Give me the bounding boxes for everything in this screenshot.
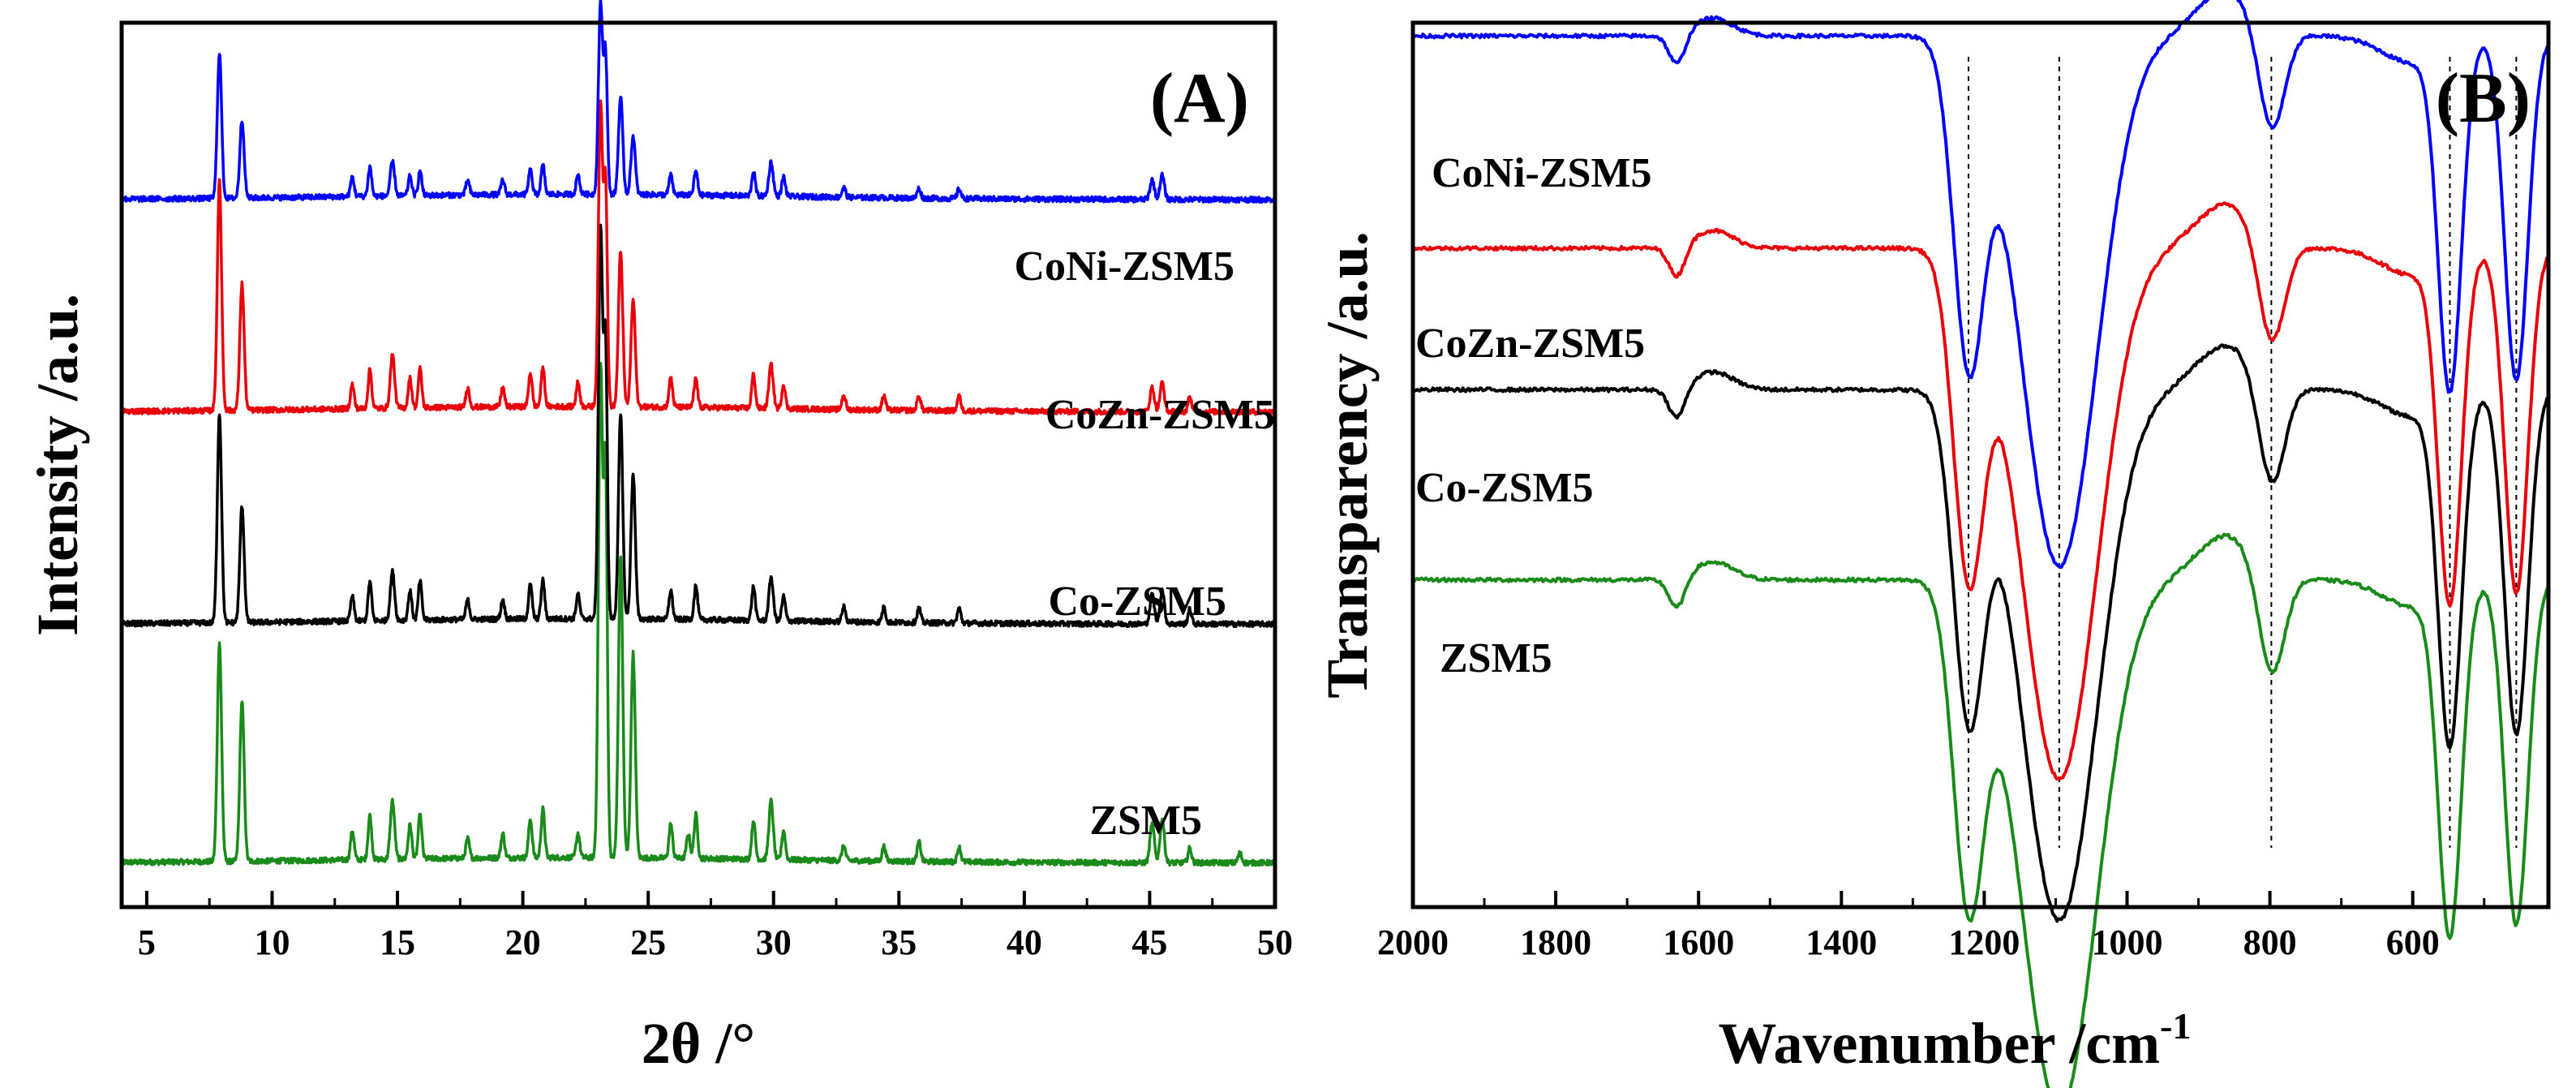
panel-b-x-axis-title-text: Wavenumber /cm — [1719, 1011, 2161, 1076]
x-tick-label: 600 — [2386, 922, 2440, 962]
panel-b-traces — [1411, 0, 2550, 1088]
panel-a-frame — [119, 20, 1277, 910]
series-label-co-zsm5-a: Co-ZSM5 — [1048, 578, 1226, 625]
x-tick-label: 30 — [756, 922, 792, 962]
xrd-trace-coni-zsm5 — [120, 0, 1276, 204]
panel-b-x-ticks: 2000 1800 1600 1400 1200 1000 800 600 — [1377, 891, 2486, 962]
series-label-zsm5-b: ZSM5 — [1440, 635, 1552, 682]
panel-b-label: (B) — [2436, 59, 2531, 138]
xrd-trace-cozn-zsm5 — [120, 99, 1277, 416]
panel-a-xrd: 5 10 15 20 25 30 35 40 45 50 (A) Intensity /a.u. … — [25, 0, 1293, 1076]
panel-b-x-axis-title: Wavenumber /cm-1 — [1719, 1005, 2192, 1076]
x-tick-label: 50 — [1257, 922, 1293, 962]
ftir-trace-cozn-zsm5 — [1411, 201, 2550, 781]
x-tick-label: 800 — [2243, 922, 2297, 962]
x-tick-label: 35 — [881, 922, 917, 962]
xrd-trace-zsm5 — [120, 362, 1276, 867]
x-tick-label: 45 — [1131, 922, 1167, 962]
x-tick-label: 2000 — [1377, 922, 1449, 962]
x-tick-label: 1400 — [1805, 922, 1877, 962]
panel-b-frame — [1410, 20, 2551, 910]
panel-a-x-ticks: 5 10 15 20 25 30 35 40 45 50 — [138, 891, 1293, 962]
ftir-trace-co-zsm5 — [1411, 343, 2549, 923]
x-tick-label: 5 — [138, 922, 156, 962]
x-tick-label: 1800 — [1520, 922, 1591, 962]
series-label-co-zsm5-b: Co-ZSM5 — [1415, 465, 1594, 511]
panel-a-label: (A) — [1150, 59, 1249, 138]
x-tick-label: 1000 — [2092, 922, 2163, 962]
x-tick-label: 15 — [380, 922, 415, 962]
x-tick-label: 40 — [1007, 922, 1042, 962]
panel-a-x-axis-title: 2θ /° — [642, 1011, 755, 1076]
series-label-cozn-zsm5-b: CoZn-ZSM5 — [1415, 320, 1645, 367]
x-tick-label: 1600 — [1663, 922, 1734, 962]
xrd-trace-co-zsm5 — [120, 223, 1277, 629]
series-label-coni-zsm5-a: CoNi-ZSM5 — [1014, 243, 1234, 290]
x-tick-label: 25 — [630, 922, 666, 962]
panel-a-traces — [120, 0, 1277, 867]
x-tick-label: 10 — [254, 922, 290, 962]
panel-b-y-axis-title: Transparency /a.u. — [1315, 231, 1380, 698]
panel-a-y-axis-title: Intensity /a.u. — [25, 294, 90, 636]
x-tick-label: 1200 — [1948, 922, 2020, 962]
panel-b-ftir: 2000 1800 1600 1400 1200 1000 800 600 (B) Trans… — [1315, 0, 2551, 1088]
series-label-cozn-zsm5-a: CoZn-ZSM5 — [1045, 392, 1275, 438]
ftir-trace-coni-zsm5 — [1412, 0, 2550, 570]
ftir-trace-zsm5 — [1412, 532, 2550, 1088]
panel-b-x-axis-title-superscript: -1 — [2160, 1005, 2191, 1047]
series-label-zsm5-a: ZSM5 — [1089, 798, 1202, 844]
series-label-coni-zsm5-b: CoNi-ZSM5 — [1432, 150, 1652, 196]
x-tick-label: 20 — [505, 922, 541, 962]
